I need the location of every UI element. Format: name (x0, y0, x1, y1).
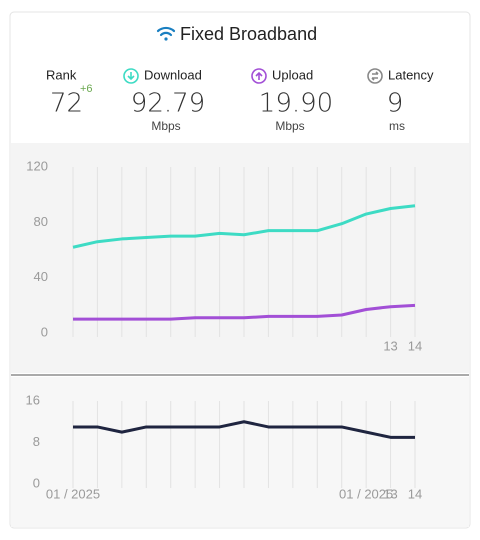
y-tick-label: 80 (34, 214, 48, 229)
stat-unit: Mbps (151, 119, 180, 133)
chart-bg (11, 143, 469, 373)
latency-icon (367, 68, 383, 84)
x-tick-label: 14 (408, 338, 422, 353)
stat-label: Latency (388, 67, 434, 82)
data-line (73, 420, 415, 439)
y-tick-label: 40 (34, 269, 48, 284)
y-tick-label: 16 (26, 392, 40, 407)
upload-icon (251, 68, 267, 84)
wifi-icon (156, 26, 176, 41)
stat-label: Rank (46, 67, 77, 82)
y-tick-label: 0 (41, 324, 48, 339)
x-tick-label: 01 / 2025 (46, 486, 100, 501)
stat-label: Download (144, 67, 202, 82)
x-tick-label: 14 (408, 486, 422, 501)
y-tick-label: 0 (33, 475, 40, 490)
stat-value: 92.79 (131, 89, 205, 119)
stat-unit: Mbps (275, 119, 304, 133)
data-line (73, 303, 416, 321)
stat-change: +6 (80, 83, 93, 95)
stat-unit: ms (389, 119, 405, 133)
y-tick-label: 120 (26, 158, 48, 173)
chart-bg (11, 377, 469, 527)
y-tick-label: 8 (33, 434, 40, 449)
stat-label: Upload (272, 67, 313, 82)
x-tick-label: 13 (383, 486, 397, 501)
data-line (72, 204, 416, 249)
download-icon (123, 68, 139, 84)
title: Fixed Broadband (180, 24, 317, 44)
stat-value: 72 (50, 89, 83, 119)
x-tick-label: 13 (383, 338, 397, 353)
stat-value: 19.90 (259, 89, 333, 119)
x-tick-label: 01 / 2025 (339, 486, 393, 501)
stat-value: 9 (387, 89, 404, 119)
